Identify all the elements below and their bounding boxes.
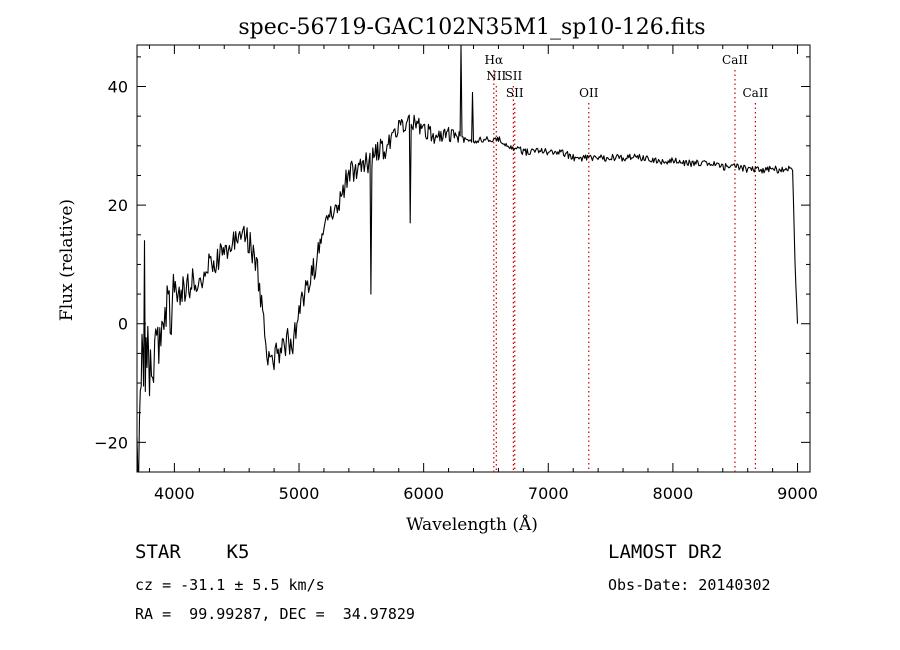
line-marker-label: CaII — [742, 86, 768, 100]
redshift-cz: cz = -31.1 ± 5.5 km/s — [135, 576, 325, 594]
chart-title: spec-56719-GAC102N35M1_sp10-126.fits — [238, 15, 705, 40]
x-tick-label: 5000 — [279, 484, 320, 503]
x-tick-label: 9000 — [777, 484, 818, 503]
line-marker-label: NII — [486, 69, 506, 83]
survey-name: LAMOST DR2 — [608, 541, 723, 563]
x-tick-label: 8000 — [653, 484, 694, 503]
ra-dec-coordinates: RA = 99.99287, DEC = 34.97829 — [135, 605, 415, 623]
spectrum-series — [136, 44, 799, 473]
y-axis-label: Flux (relative) — [57, 199, 77, 321]
y-tick-label: 20 — [108, 196, 128, 215]
line-marker-label: SII — [506, 86, 524, 100]
line-marker-label: SII — [505, 69, 523, 83]
y-tick-label: 0 — [118, 315, 128, 334]
y-tick-label: −20 — [94, 433, 128, 452]
axis-ticks: 4000 5000 6000 7000 8000 9000 −20 0 20 40 — [94, 45, 818, 503]
spectrum-line — [136, 44, 799, 473]
line-marker-label: OII — [579, 86, 599, 100]
observation-date: Obs-Date: 20140302 — [608, 576, 771, 594]
y-tick-label: 40 — [108, 78, 128, 97]
x-tick-label: 4000 — [154, 484, 195, 503]
line-marker-label: Hα — [485, 53, 504, 67]
x-tick-label: 6000 — [403, 484, 444, 503]
x-tick-label: 7000 — [528, 484, 569, 503]
line-marker-label: CaII — [722, 53, 748, 67]
plot-frame — [136, 44, 811, 473]
object-type: STAR K5 — [135, 541, 250, 563]
x-axis-label: Wavelength (Å) — [406, 514, 538, 535]
